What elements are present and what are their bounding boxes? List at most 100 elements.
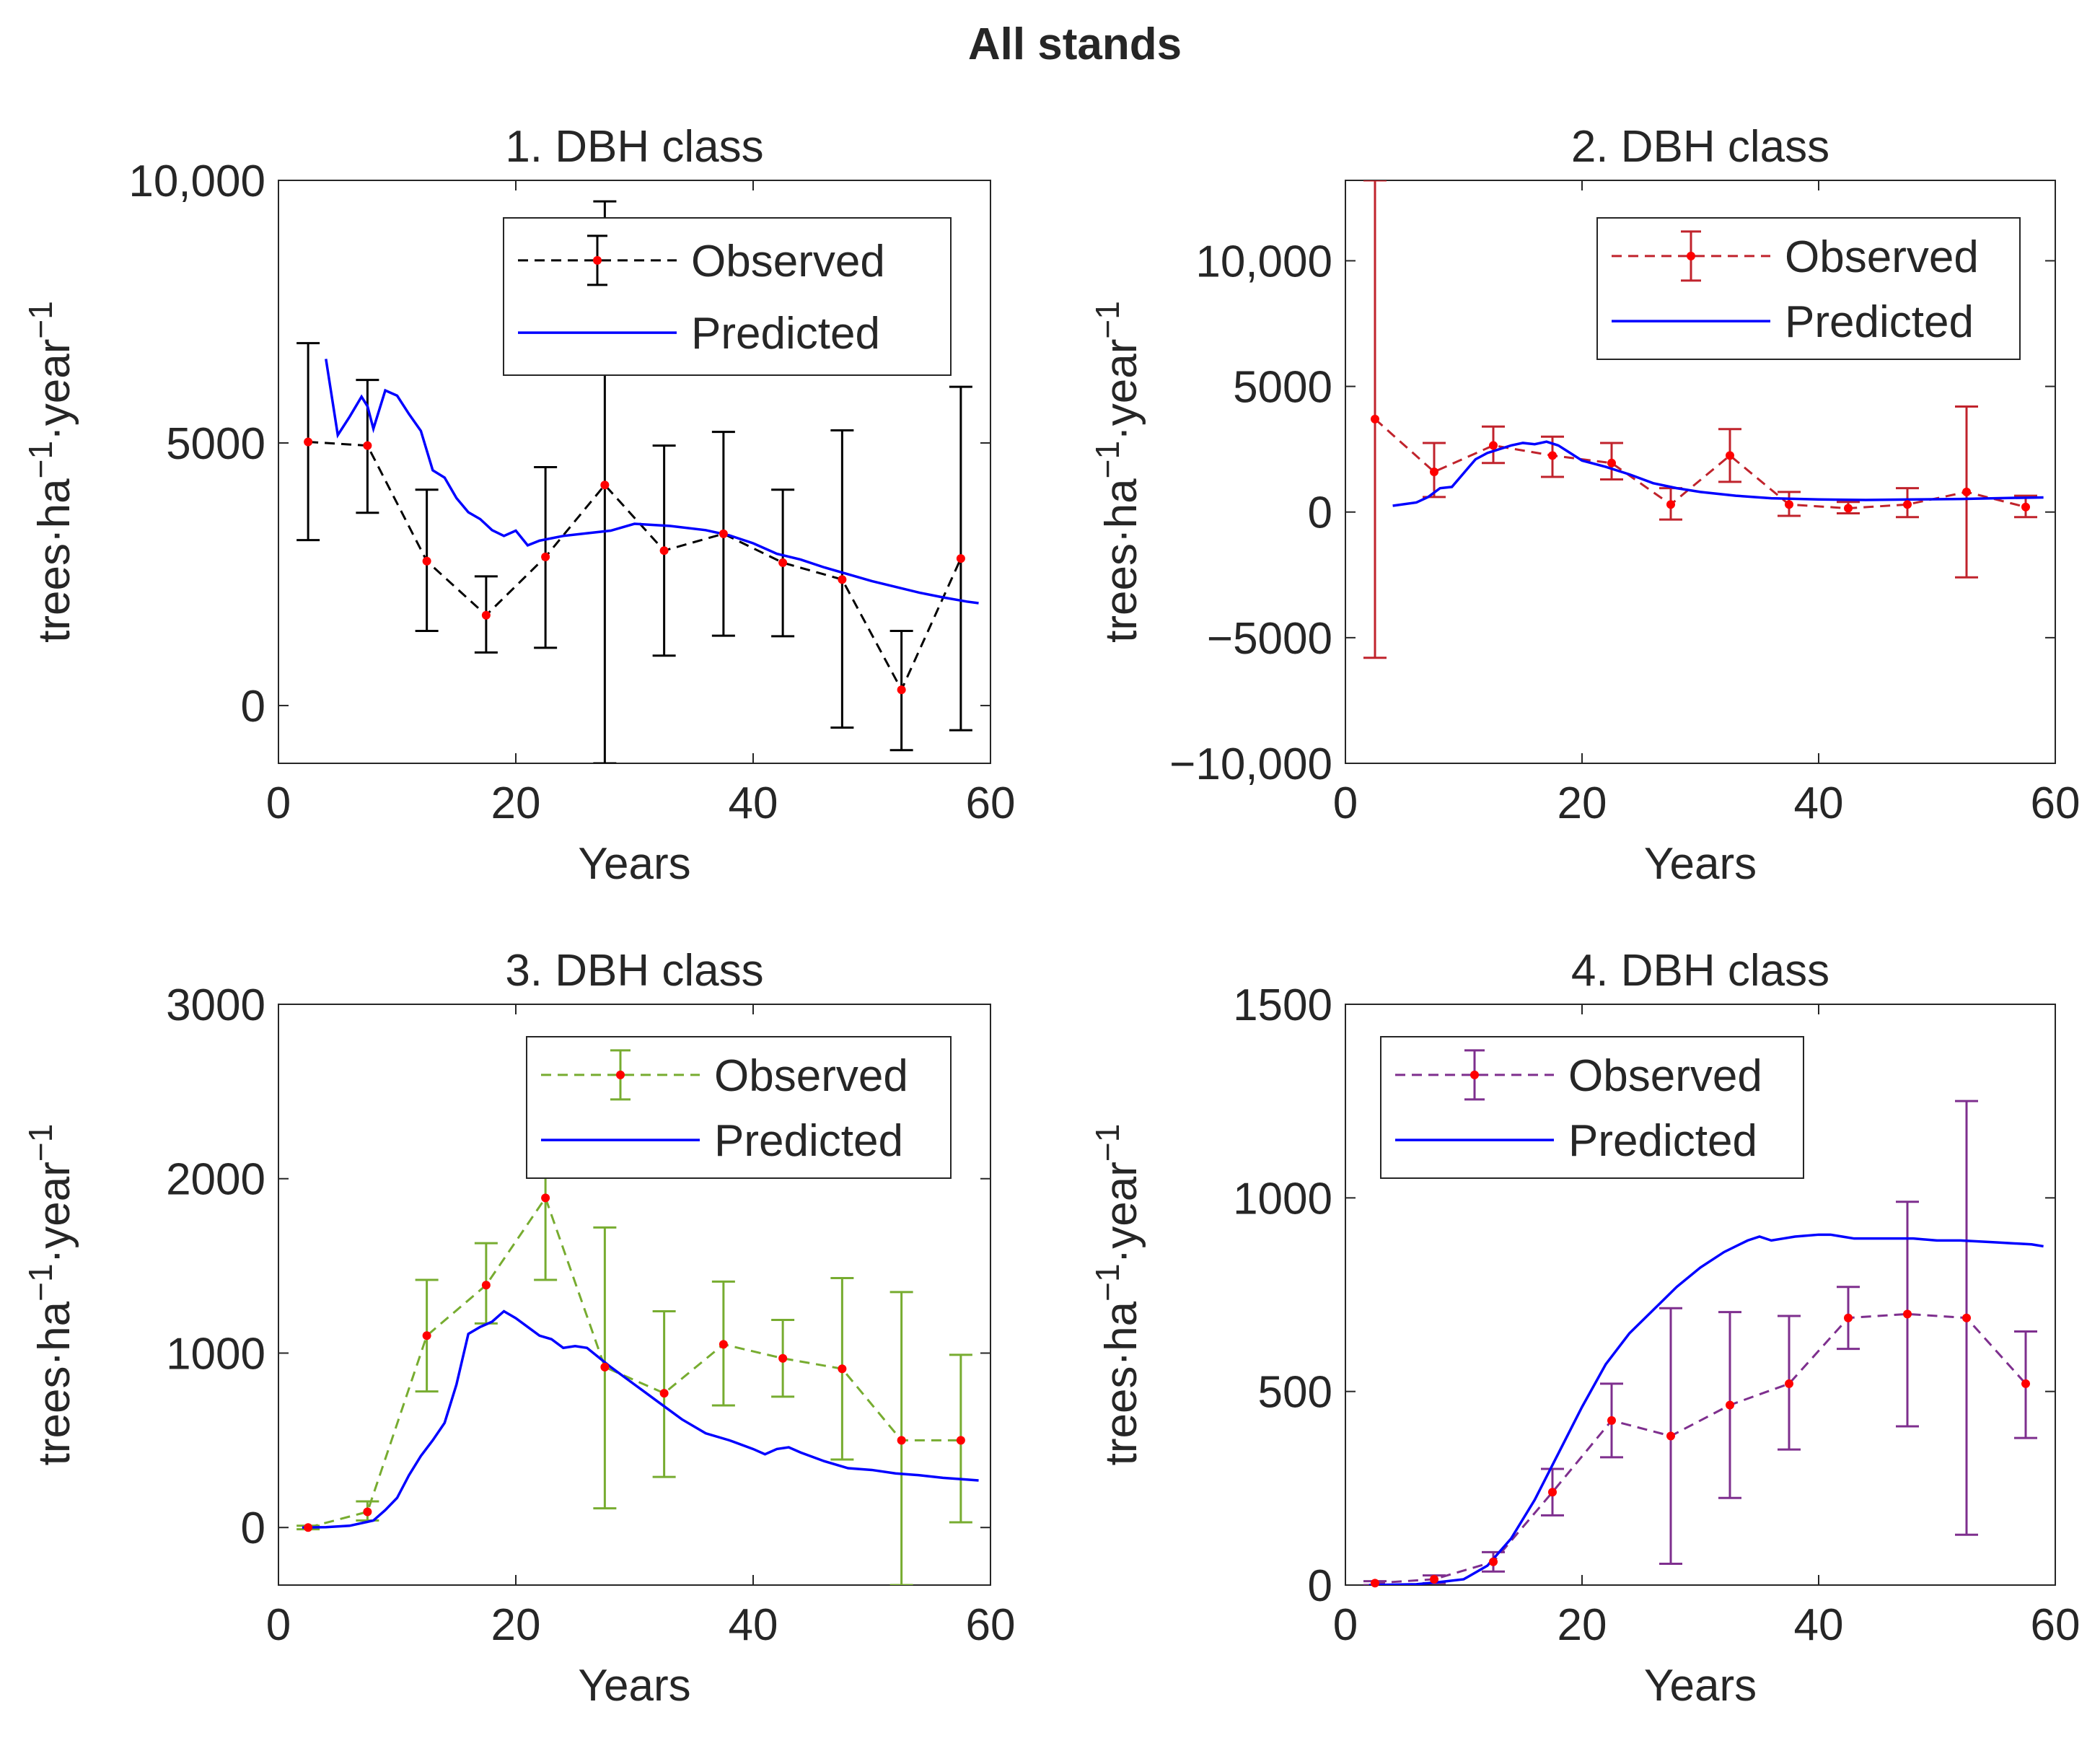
predicted-series-line [325,359,979,605]
x-tick-label: 20 [1558,1600,1607,1650]
observed-point [304,437,313,447]
observed-point [363,1507,372,1517]
observed-point [2021,502,2030,512]
observed-point [659,546,669,556]
y-tick-label: 1500 [1233,980,1332,1030]
observed-point [778,1353,788,1363]
x-tick-label: 20 [491,778,541,828]
observed-point [719,1340,728,1349]
legend-label-observed: Observed [714,1051,908,1101]
observed-point [1607,458,1616,468]
x-tick-label: 60 [966,778,1016,828]
observed-point [1489,441,1498,450]
observed-point [1726,1400,1734,1410]
observed-series-line [1374,418,2026,510]
legend: Observed Predicted [1380,1036,1804,1179]
observed-point [1430,1574,1438,1584]
predicted-series-line [1368,1233,2044,1585]
x-tick-label: 0 [1333,778,1358,828]
observed-point [1548,1488,1557,1497]
legend-observed-marker [593,255,602,265]
legend-label-predicted: Predicted [1785,297,1974,347]
y-tick-label: 10,000 [128,157,265,206]
legend: Observed Predicted [1596,217,2021,360]
y-tick-label: 5000 [166,419,265,469]
legend-label-observed: Observed [1568,1051,1762,1101]
observed-point [1962,487,1971,496]
observed-point [600,1362,610,1372]
observed-point [1844,1313,1853,1322]
legend-box [526,1036,952,1179]
observed-point [1607,1416,1616,1425]
panel-title: 2. DBH class [1571,122,1829,172]
y-tick-label: 0 [1308,488,1332,538]
x-tick-label: 60 [966,1600,1016,1650]
x-tick-label: 0 [266,1600,291,1650]
legend-label-predicted: Predicted [1568,1116,1757,1166]
observed-point [363,441,372,450]
predicted-series-line [302,1309,979,1529]
x-tick-label: 0 [266,778,291,828]
legend-label-observed: Observed [691,237,885,286]
legend-label-observed: Observed [1785,232,1979,282]
observed-point [897,1436,906,1445]
observed-point [541,1193,550,1203]
y-axis-label: trees·ha−1·year−1 [1089,301,1146,643]
panel-title: 4. DBH class [1571,946,1829,996]
x-tick-label: 60 [2031,1600,2081,1650]
x-tick-label: 20 [491,1600,541,1650]
observed-point [1844,504,1853,513]
x-axis-label: Years [578,839,690,889]
legend: Observed Predicted [503,217,952,376]
observed-point [1903,1309,1912,1319]
panel-3: 0 20 40 60 0 1000 2000 3000 3. DBH class Years tre… [22,946,1015,1711]
observed-point [481,610,491,620]
legend-box [1380,1036,1804,1179]
legend-label-predicted: Predicted [691,309,880,359]
observed-point [1489,1557,1498,1566]
y-tick-label: 1000 [1233,1174,1332,1224]
observed-point [422,556,431,566]
legend-observed-marker [616,1070,625,1079]
x-tick-label: 60 [2031,778,2081,828]
panel-4: 0 20 40 60 0 500 1000 1500 4. DBH class Years tree… [1089,946,2080,1711]
x-tick-label: 40 [729,1600,778,1650]
observed-point [838,575,847,584]
panel-1: 0 20 40 60 0 5000 10,000 1. DBH class Years trees… [22,122,1015,889]
predicted-series-line [1392,440,2044,507]
y-tick-label: 2000 [166,1155,265,1205]
x-axis-label: Years [1644,839,1757,889]
legend-box [1596,217,2021,360]
x-tick-label: 20 [1558,778,1607,828]
y-tick-label: −5000 [1207,614,1332,664]
observed-point [2021,1379,2030,1388]
observed-point [1726,451,1734,460]
observed-point [1371,414,1379,424]
observed-point [1548,451,1557,460]
observed-series-line [307,1195,961,1529]
x-axis-label: Years [1644,1661,1757,1711]
y-tick-label: 500 [1258,1368,1332,1418]
y-tick-label: 0 [1308,1561,1332,1611]
observed-point [1371,1579,1379,1588]
observed-point [659,1389,669,1398]
panel-title: 1. DBH class [505,122,763,172]
panel-2: 0 20 40 60 −10,000 −5000 0 5000 10,000 2. DBH cla… [1089,122,2080,889]
observed-point [1962,1313,1971,1322]
y-tick-label: 1000 [166,1329,265,1379]
y-axis-label: trees·ha−1·year−1 [22,1124,79,1466]
observed-point [956,1436,965,1445]
observed-point [1666,1431,1675,1441]
y-axis-label: trees·ha−1·year−1 [22,301,79,643]
y-tick-label: 0 [241,1504,265,1553]
observed-point [897,685,906,695]
y-tick-label: 10,000 [1195,237,1332,286]
observed-point [541,552,550,561]
legend-observed-marker [1687,251,1695,260]
x-tick-label: 40 [729,778,778,828]
y-tick-label: 3000 [166,980,265,1030]
y-tick-label: 0 [241,682,265,732]
y-tick-label: −10,000 [1169,740,1332,789]
